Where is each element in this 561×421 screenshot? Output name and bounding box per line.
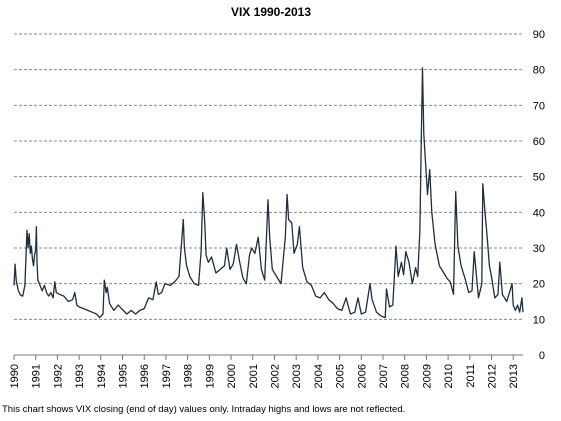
vix-series-line [13,67,524,319]
y-tick-label: 90 [533,29,545,41]
x-tick-label: 2008 [400,364,412,388]
chart-title: VIX 1990-2013 [231,5,311,19]
y-tick-label: 0 [539,350,545,362]
x-tick-label: 2009 [421,364,433,388]
x-tick-label: 1993 [74,364,86,388]
x-tick-label: 1992 [52,364,64,388]
x-tick-label: 2011 [465,364,477,388]
x-tick-label: 1998 [183,364,195,388]
y-tick-label: 80 [533,65,545,77]
x-tick-label: 1996 [139,364,151,388]
x-tick-label: 1999 [204,364,216,388]
x-tick-label: 2010 [443,364,455,388]
x-tick-label: 2013 [508,364,520,388]
y-tick-label: 20 [533,279,545,291]
chart-caption: This chart shows VIX closing (end of day… [2,404,406,415]
x-tick-label: 1997 [161,364,173,388]
y-tick-label: 30 [533,243,545,255]
x-tick-label: 2001 [248,364,260,388]
y-tick-label: 50 [533,172,545,184]
x-tick-label: 1995 [118,364,130,388]
x-tick-label: 2006 [356,364,368,388]
x-tick-label: 1991 [31,364,43,388]
y-tick-label: 70 [533,100,545,112]
x-tick-label: 2000 [226,364,238,388]
x-tick-label: 2005 [335,364,347,388]
x-tick-label: 1994 [96,364,108,388]
x-tick-label: 2004 [313,364,325,388]
x-tick-label: 2002 [269,364,281,388]
y-tick-label: 40 [533,207,545,219]
plot-area [13,67,524,319]
y-axis-ticks: 0 10 20 30 40 50 60 70 80 90 [533,29,545,362]
x-axis: 1990 1991 1992 1993 1994 1995 1996 1997 1998 1999… [9,354,523,388]
x-tick-label: 2012 [487,364,499,388]
x-tick-label: 2003 [291,364,303,388]
y-tick-label: 10 [533,314,545,326]
x-tick-label: 1990 [9,364,21,388]
x-tick-label: 2007 [378,364,390,388]
y-tick-label: 60 [533,136,545,148]
